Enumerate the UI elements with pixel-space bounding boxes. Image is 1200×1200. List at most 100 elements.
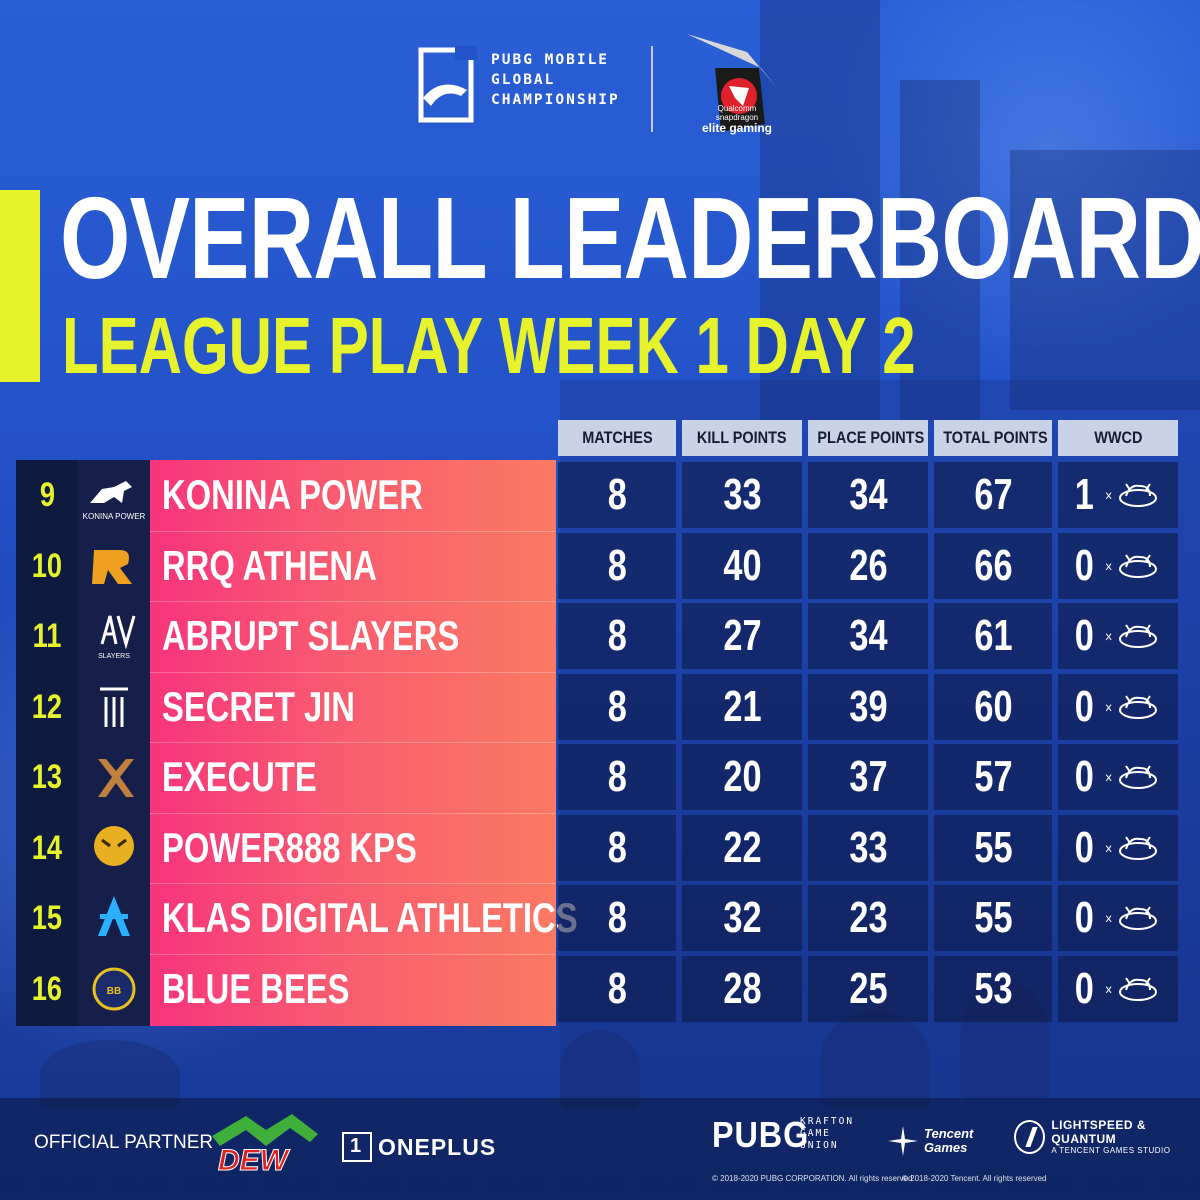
pubg-mobile-icon: [418, 46, 477, 123]
row-divider: [150, 813, 556, 814]
chicken-dinner-icon: [1119, 765, 1157, 789]
total-points-cell: 55: [934, 815, 1052, 881]
wwcd-cell: 0 ×: [1058, 603, 1178, 669]
wwcd-cell: 0 ×: [1058, 744, 1178, 810]
matches-cell: 8: [558, 815, 676, 881]
row-divider: [150, 531, 556, 532]
row-divider: [150, 672, 556, 673]
table-row: 15 KLAS DIGITAL ATHLETICS 8 32 23 55 0 ×: [16, 883, 1180, 953]
team-name: POWER888 KPS: [162, 824, 417, 871]
pubg-logo: PUBG: [712, 1114, 810, 1155]
place-points-cell: 23: [808, 885, 928, 951]
place-points-cell: 26: [808, 533, 928, 599]
horse-icon: KONINA POWER: [83, 481, 146, 521]
wwcd-cell: 0 ×: [1058, 674, 1178, 740]
title-accent-bar: [0, 190, 40, 382]
place-points-cell: 25: [808, 956, 928, 1022]
chicken-dinner-icon: [1119, 554, 1157, 578]
row-divider: [150, 954, 556, 955]
kill-points-cell: 20: [682, 744, 802, 810]
rank-cell: 16: [31, 970, 63, 1008]
total-points-cell: 61: [934, 603, 1052, 669]
chicken-dinner-icon: [1119, 483, 1157, 507]
team-name: KLAS DIGITAL ATHLETICS: [162, 894, 578, 941]
table-row: 9 KONINA POWER KONINA POWER 8 33 34 67 1 ×: [16, 460, 1180, 530]
matches-cell: 8: [558, 674, 676, 740]
column-header-total-points: TOTAL POINTS: [934, 420, 1052, 456]
place-points-cell: 33: [808, 815, 928, 881]
column-header-kill-points: KILL POINTS: [682, 420, 802, 456]
team-name: RRQ ATHENA: [162, 542, 377, 589]
matches-cell: 8: [558, 956, 676, 1022]
team-name: BLUE BEES: [162, 965, 350, 1012]
column-header-matches: MATCHES: [558, 420, 676, 456]
total-points-cell: 66: [934, 533, 1052, 599]
table-row: 13 EXECUTE 8 20 37 57 0 ×: [16, 742, 1180, 812]
wwcd-cell: 0 ×: [1058, 815, 1178, 881]
event-name: PUBG MOBILE GLOBAL CHAMPIONSHIP: [491, 52, 620, 108]
team-name-column: [150, 460, 556, 1026]
snapdragon-dragon-icon: [687, 34, 777, 132]
team-name: SECRET JIN: [162, 683, 355, 730]
rank-cell: 11: [32, 617, 62, 655]
jin-icon: [100, 687, 128, 727]
mountain-dew-icon: DEW: [212, 1114, 318, 1178]
wwcd-cell: 0 ×: [1058, 956, 1178, 1022]
table-row: 11 SLAYERS ABRUPT SLAYERS 8 27 34 61 0 ×: [16, 601, 1180, 671]
lightspeed-quantum-logo: LIGHTSPEED & QUANTUM A TENCENT GAMES STU…: [1014, 1118, 1200, 1155]
wwcd-cell: 0 ×: [1058, 885, 1178, 951]
rank-cell: 12: [31, 688, 63, 726]
rrq-icon: [92, 550, 132, 584]
rank-column: [16, 460, 78, 1026]
place-points-cell: 34: [808, 603, 928, 669]
x-icon: [98, 759, 134, 797]
total-points-cell: 57: [934, 744, 1052, 810]
copyright-tencent: © 2018-2020 Tencent. All rights reserved: [902, 1174, 1047, 1183]
rank-cell: 14: [31, 829, 63, 867]
chicken-dinner-icon: [1119, 836, 1157, 860]
row-divider: [150, 883, 556, 884]
chicken-dinner-icon: [1119, 906, 1157, 930]
klas-icon: [98, 896, 130, 936]
oneplus-logo: ONEPLUS: [342, 1130, 496, 1164]
bee-icon: BB: [92, 967, 136, 1011]
svg-text:DEW: DEW: [218, 1144, 291, 1177]
place-points-cell: 34: [808, 462, 928, 528]
rank-cell: 15: [31, 899, 63, 937]
column-header-place-points: PLACE POINTS: [808, 420, 928, 456]
krafton-text: KRAFTON GAME UNION: [800, 1116, 855, 1151]
table-row: 12 SECRET JIN 8 21 39 60 0 ×: [16, 672, 1180, 742]
kill-points-cell: 32: [682, 885, 802, 951]
matches-cell: 8: [558, 885, 676, 951]
matches-cell: 8: [558, 533, 676, 599]
team-name: KONINA POWER: [162, 471, 423, 518]
chicken-dinner-icon: [1119, 624, 1157, 648]
tencent-games-logo: Tencent Games: [886, 1124, 973, 1158]
rank-cell: 9: [39, 476, 55, 514]
table-row: 16 BB BLUE BEES 8 28 25 53 0 ×: [16, 954, 1180, 1024]
tiger-icon: [94, 826, 134, 866]
kill-points-cell: 40: [682, 533, 802, 599]
kill-points-cell: 28: [682, 956, 802, 1022]
matches-cell: 8: [558, 462, 676, 528]
place-points-cell: 39: [808, 674, 928, 740]
row-divider: [150, 601, 556, 602]
chicken-dinner-icon: [1119, 695, 1157, 719]
header-divider: [651, 46, 653, 132]
total-points-cell: 67: [934, 462, 1052, 528]
page-subtitle: LEAGUE PLAY WEEK 1 DAY 2: [62, 301, 916, 390]
wwcd-cell: 1 ×: [1058, 462, 1178, 528]
total-points-cell: 53: [934, 956, 1052, 1022]
lightspeed-icon: [1014, 1119, 1046, 1154]
table-row: 14 POWER888 KPS 8 22 33 55 0 ×: [16, 813, 1180, 883]
as-icon: SLAYERS: [98, 615, 136, 660]
team-name: ABRUPT SLAYERS: [162, 612, 460, 659]
total-points-cell: 60: [934, 674, 1052, 740]
kill-points-cell: 22: [682, 815, 802, 881]
svg-text:SLAYERS: SLAYERS: [98, 653, 130, 660]
copyright-pubg: © 2018-2020 PUBG CORPORATION. All rights…: [712, 1174, 913, 1183]
team-name: EXECUTE: [162, 753, 317, 800]
row-divider: [150, 742, 556, 743]
tencent-star-icon: [888, 1126, 918, 1156]
svg-text:KONINA POWER: KONINA POWER: [83, 512, 146, 521]
